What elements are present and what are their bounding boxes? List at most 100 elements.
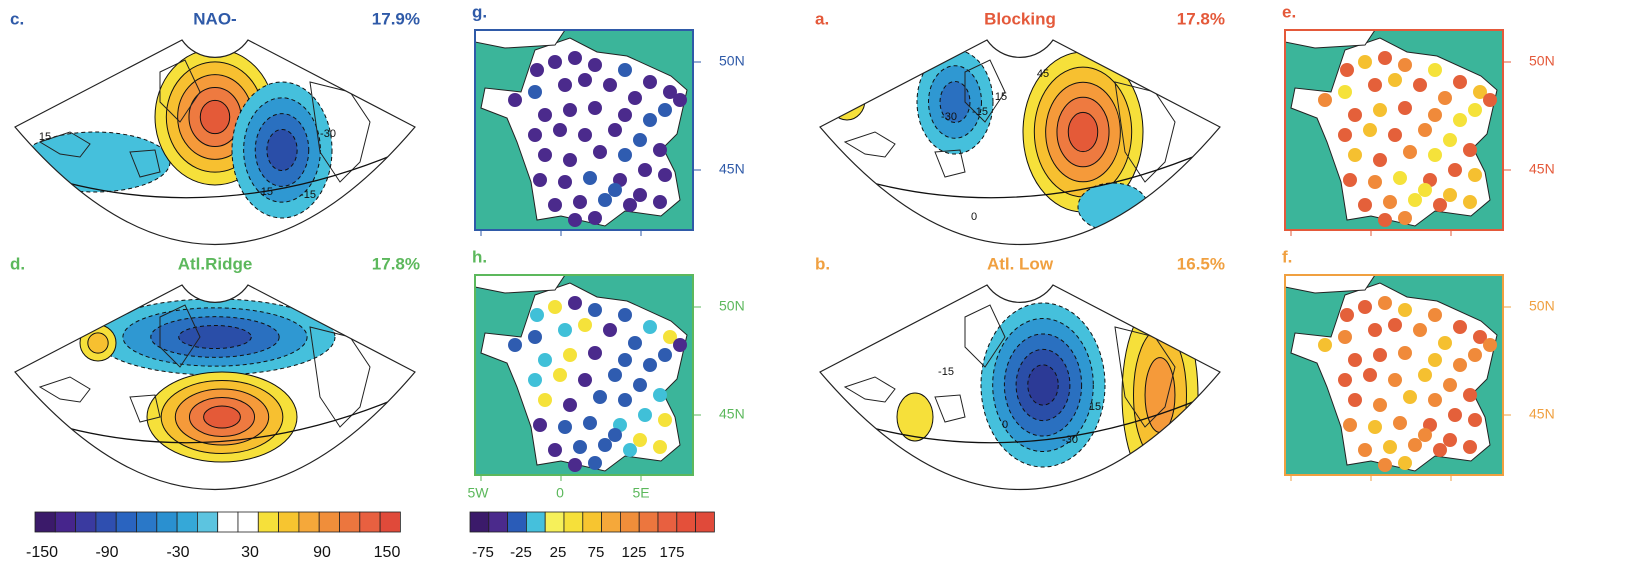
contour-label: 0 [971, 211, 977, 223]
colorbar-box [137, 512, 157, 532]
fan-panel: a.Blocking17.8%-30-1515450 [815, 9, 1225, 244]
station [1343, 418, 1357, 432]
fan-map [15, 285, 415, 490]
contour-label: -30 [941, 111, 957, 123]
colorbar-box [35, 512, 55, 532]
station [528, 373, 542, 387]
station [1398, 456, 1412, 470]
station [1368, 175, 1382, 189]
station [1453, 358, 1467, 372]
station [598, 438, 612, 452]
fan-fill [15, 40, 415, 245]
station [593, 390, 607, 404]
station [628, 91, 642, 105]
station [1388, 73, 1402, 87]
colorbar-label: 75 [588, 544, 605, 561]
station [618, 148, 632, 162]
station [528, 330, 542, 344]
anomaly-contour [1078, 183, 1148, 231]
station [628, 336, 642, 350]
station [1363, 368, 1377, 382]
station [673, 338, 687, 352]
colorbar-label: 25 [550, 544, 567, 561]
station [598, 193, 612, 207]
station [583, 416, 597, 430]
colorbar-box [157, 512, 177, 532]
station [568, 213, 582, 227]
colorbar-box [639, 512, 658, 532]
panel-letter: h. [472, 247, 487, 266]
station [1443, 378, 1457, 392]
station [1368, 323, 1382, 337]
station [548, 55, 562, 69]
colorbar-box [197, 512, 217, 532]
station [1373, 398, 1387, 412]
colorbar-label: -90 [95, 544, 118, 561]
station [528, 85, 542, 99]
station [1428, 148, 1442, 162]
station [658, 413, 672, 427]
station [603, 78, 617, 92]
station [1358, 55, 1372, 69]
anomaly-contour [1068, 112, 1097, 151]
station [633, 378, 647, 392]
station [1358, 198, 1372, 212]
station [658, 168, 672, 182]
station [1383, 440, 1397, 454]
station [1378, 213, 1392, 227]
station [653, 388, 667, 402]
station [618, 63, 632, 77]
station [1338, 85, 1352, 99]
colorbar-box [279, 512, 299, 532]
colorbar-box [319, 512, 339, 532]
station [588, 346, 602, 360]
station [1428, 353, 1442, 367]
lon-label: 0 [556, 485, 564, 501]
station [563, 103, 577, 117]
station [1373, 153, 1387, 167]
station [538, 353, 552, 367]
station [563, 153, 577, 167]
station [1388, 128, 1402, 142]
lat-label: 50N [719, 53, 745, 69]
station [1433, 443, 1447, 457]
panel-percent: 17.9% [372, 9, 420, 28]
station [1373, 348, 1387, 362]
colorbar-box [360, 512, 380, 532]
colorbar-label: -30 [166, 544, 189, 561]
station [1418, 183, 1432, 197]
station [1348, 148, 1362, 162]
contour-label: 15 [995, 91, 1007, 103]
contour-label: -30 [1062, 434, 1078, 446]
station [1428, 393, 1442, 407]
station [568, 51, 582, 65]
panel-letter: d. [10, 254, 25, 273]
station [1408, 193, 1422, 207]
station [1428, 108, 1442, 122]
station [1388, 373, 1402, 387]
station [588, 101, 602, 115]
lat-label: 50N [719, 298, 745, 314]
station [548, 300, 562, 314]
panel-letter: b. [815, 254, 830, 273]
contour-label: 15 [1089, 401, 1101, 413]
figure: c.NAO-17.9%15-15-30-15a.Blocking17.8%-30… [0, 0, 1628, 578]
station [508, 93, 522, 107]
station [1403, 145, 1417, 159]
lat-label: 50N [1529, 298, 1555, 314]
lat-label: 45N [1529, 161, 1555, 177]
colorbar-label: 30 [241, 544, 259, 561]
panel-letter: e. [1282, 2, 1296, 21]
colorbar-label: -25 [510, 544, 532, 561]
station [1388, 318, 1402, 332]
anomaly-contour [179, 326, 252, 349]
colorbar-label: 90 [313, 544, 331, 561]
station [1438, 336, 1452, 350]
station [618, 353, 632, 367]
colorbar-label: 175 [659, 544, 684, 561]
panel-percent: 17.8% [372, 254, 420, 273]
station [638, 408, 652, 422]
station [623, 198, 637, 212]
contour-label: -30 [320, 128, 336, 140]
